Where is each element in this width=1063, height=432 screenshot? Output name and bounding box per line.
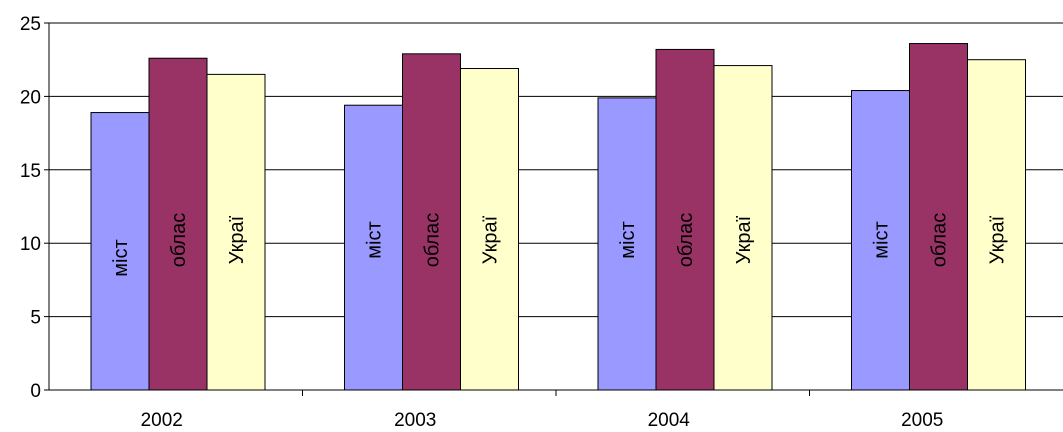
bar-label-2002-series-1: облас [168,213,190,267]
y-tick-label-2: 10 [20,234,41,255]
bars: міст облас Украї міст облас Украї міст облас Укр… [90,43,1026,391]
axes [44,22,1063,396]
bar-label-2003-series-2: Украї [480,215,502,264]
bar-2004-series-0 [597,97,657,391]
y-axis-tick-labels: 0 5 10 15 20 25 [20,14,41,402]
bar-label-2003-series-1: облас [422,213,444,267]
bar-label-2004-series-1: облас [675,213,697,267]
y-tick-label-4: 20 [20,87,41,108]
bar-label-2003-series-0: міст [364,221,386,258]
bar-label-2005-series-0: міст [871,221,893,258]
x-tick-label-3: 2005 [901,410,943,431]
bar-2003-series-1 [402,53,461,391]
x-axis-tick-labels: 2002 2003 2004 2005 [141,410,944,431]
bar-2005-series-2 [967,59,1026,391]
bar-label-2002-series-2: Украї [226,215,248,264]
y-tick-label-5: 25 [20,14,41,35]
bar-label-2004-series-0: міст [617,221,639,258]
x-tick-label-0: 2002 [141,410,183,431]
bar-2003-series-0 [344,104,403,391]
x-tick-label-2: 2004 [648,410,691,431]
bar-2002-series-0 [90,112,150,391]
y-tick-label-0: 0 [30,381,41,402]
bar-label-2005-series-2: Украї [987,215,1009,264]
y-tick-label-3: 15 [20,161,41,182]
bar-label-2002-series-0: міст [110,239,132,276]
bar-label-2005-series-1: облас [929,213,951,267]
bar-2003-series-2 [460,68,519,391]
bar-2002-series-2 [206,73,266,391]
bar-2005-series-1 [909,43,968,391]
bar-label-2004-series-2: Украї [733,215,755,264]
bar-2004-series-2 [713,65,773,391]
y-tick-label-1: 5 [30,308,41,329]
bar-2005-series-0 [851,90,910,391]
x-tick-label-1: 2003 [394,410,436,431]
